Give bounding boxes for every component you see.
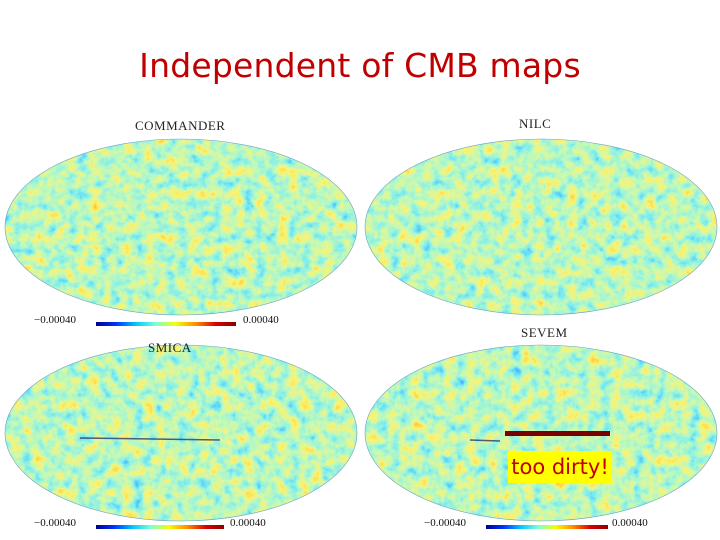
smica-scale-max: 0.00040 bbox=[230, 517, 266, 529]
too-dirty-annotation: too dirty! bbox=[508, 451, 612, 483]
commander-scale-min: −0.00040 bbox=[34, 314, 76, 326]
smica-map bbox=[4, 344, 358, 522]
slide-title: Independent of CMB maps bbox=[139, 46, 581, 85]
sevem-map bbox=[364, 344, 718, 522]
commander-map bbox=[4, 138, 358, 316]
sevem-colorbar bbox=[486, 525, 608, 529]
map-label-sevem: SEVEM bbox=[521, 325, 568, 340]
sevem-scale-max: 0.00040 bbox=[612, 517, 648, 529]
galactic-plane-residual bbox=[505, 431, 610, 436]
commander-colorbar bbox=[96, 322, 236, 326]
sevem-scale-min: −0.00040 bbox=[424, 517, 466, 529]
map-label-commander: COMMANDER bbox=[135, 118, 226, 133]
map-label-nilc: NILC bbox=[519, 116, 552, 131]
nilc-map bbox=[364, 138, 718, 316]
commander-scale-max: 0.00040 bbox=[243, 314, 279, 326]
smica-colorbar bbox=[96, 525, 224, 529]
smica-scale-min: −0.00040 bbox=[34, 517, 76, 529]
map-label-smica: SMICA bbox=[148, 340, 192, 355]
